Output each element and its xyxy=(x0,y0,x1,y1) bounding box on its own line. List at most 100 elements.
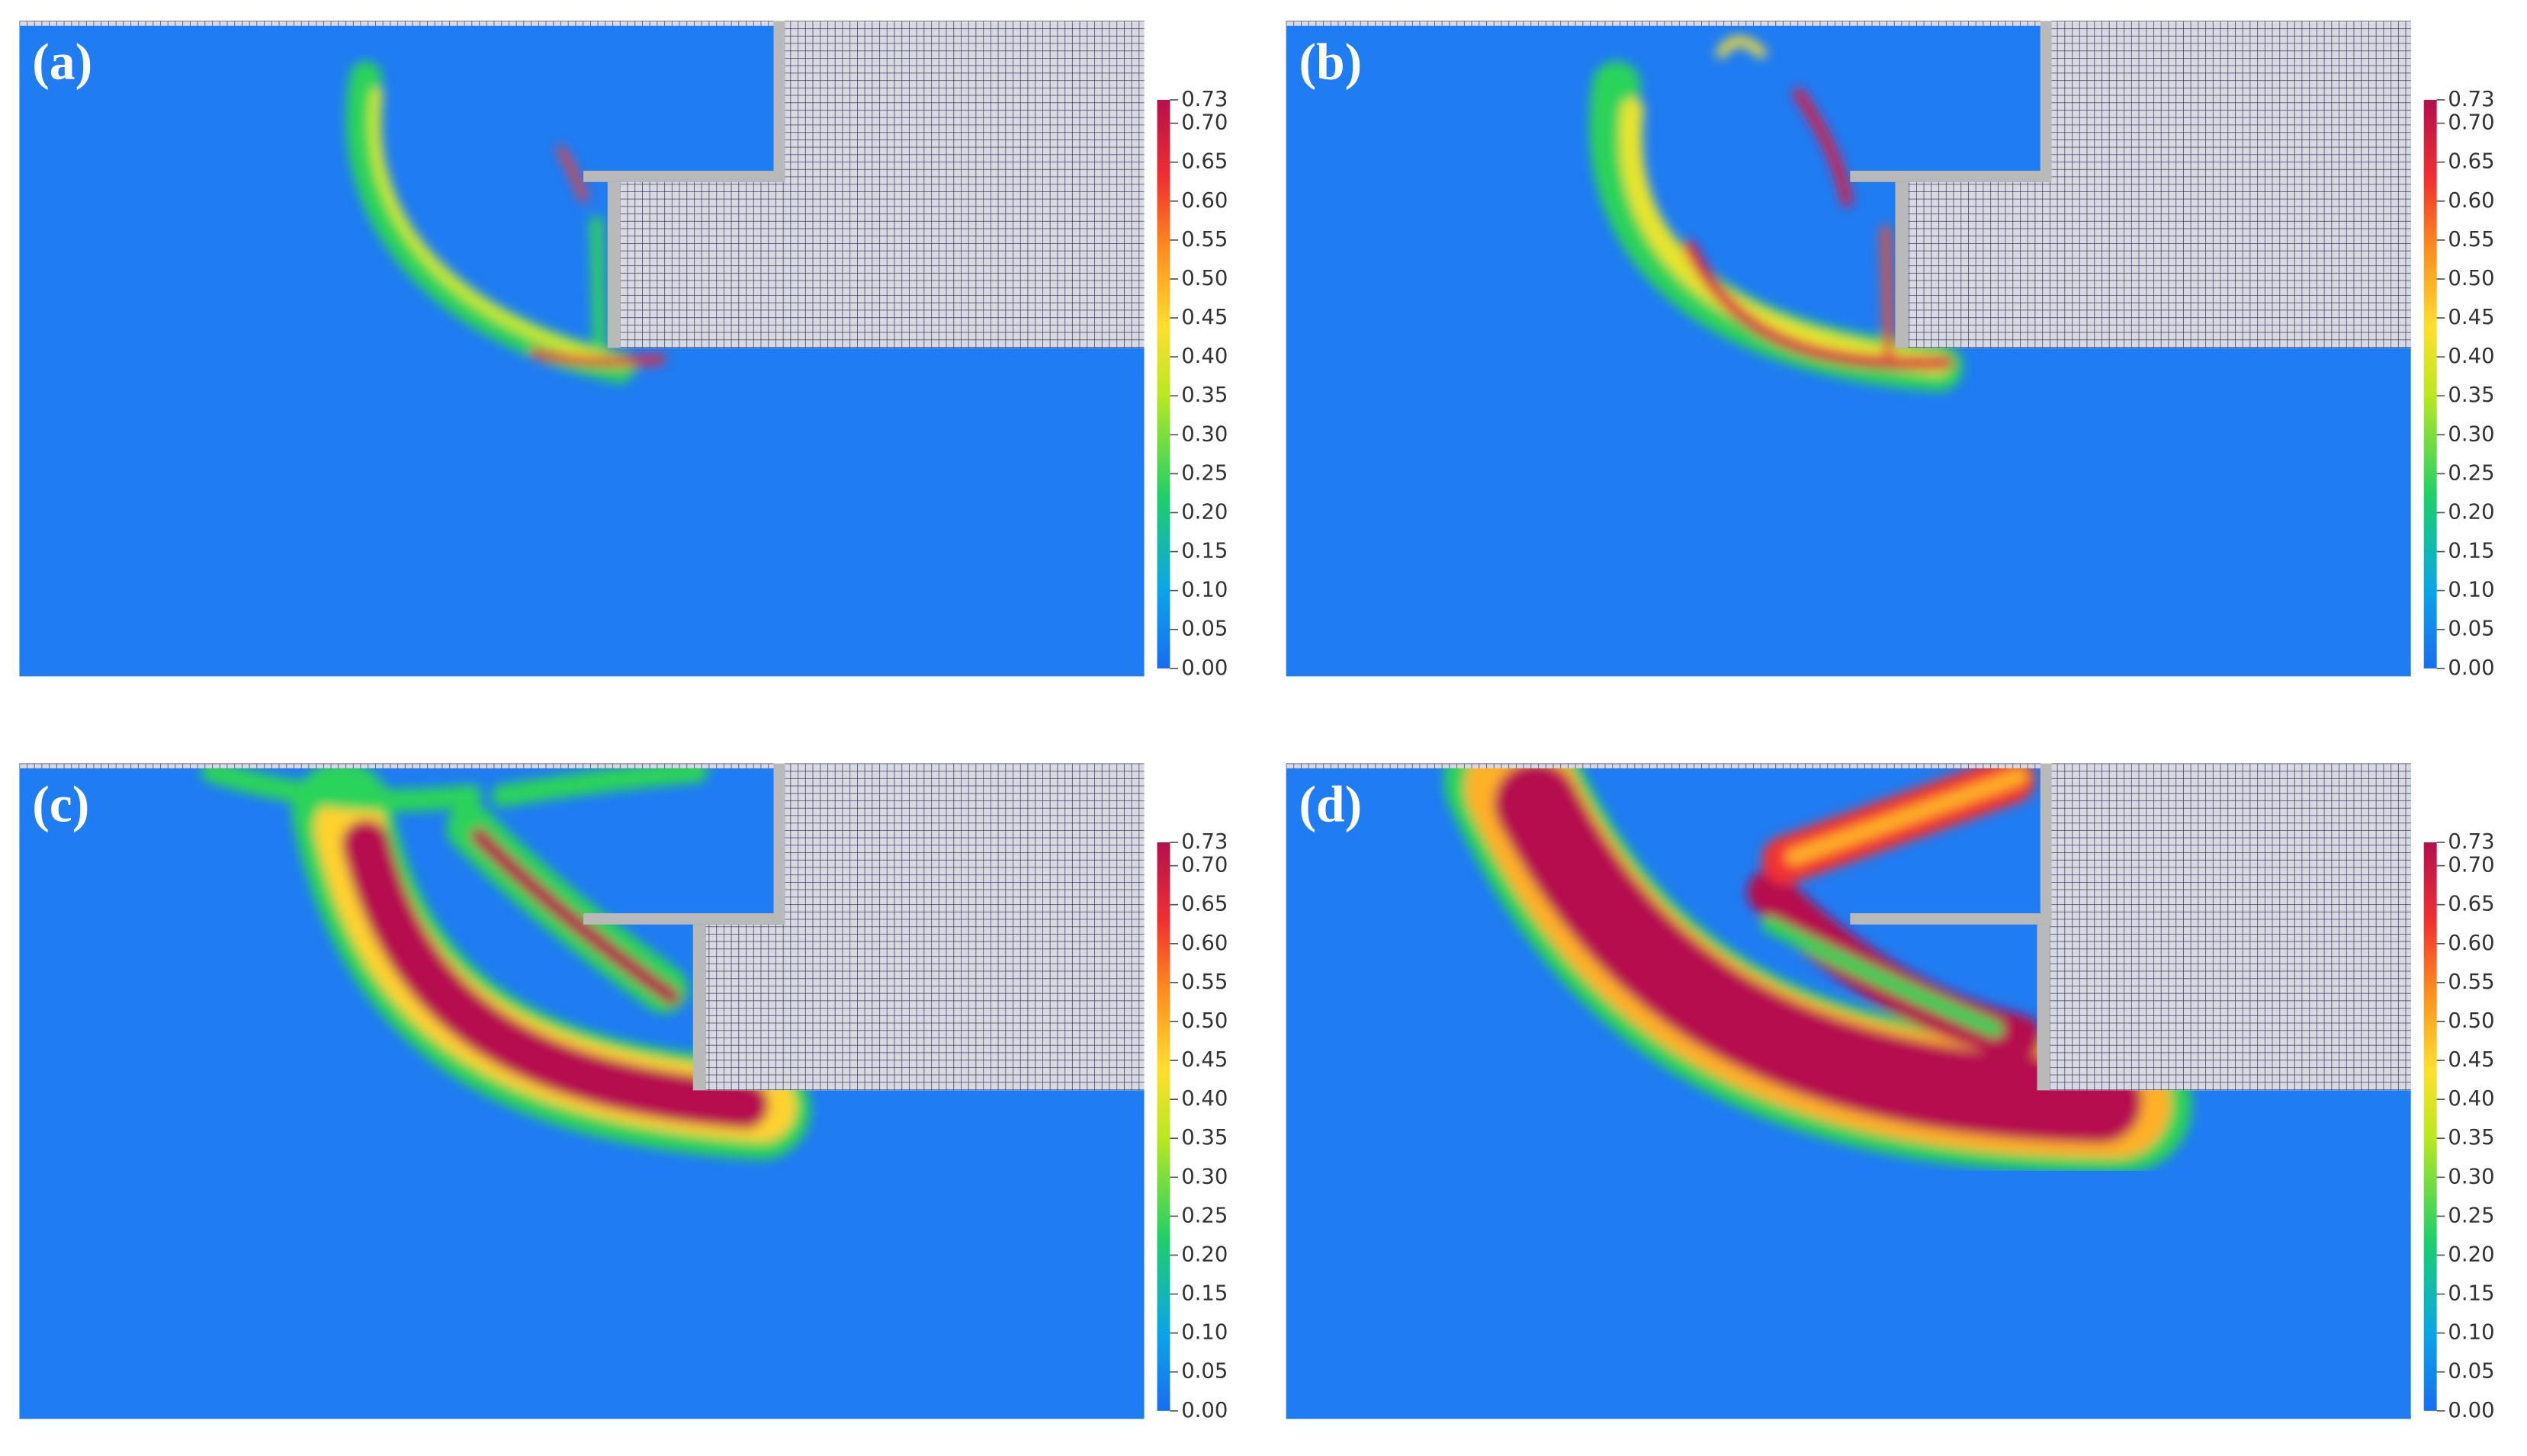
colorbar-tick-label: 0.20 xyxy=(1181,500,1228,524)
panel: (a) 0.00 0.05 0.10 0.15 0.20 0.25 0.30 0.35 0.40 0… xyxy=(19,21,1228,680)
colorbar-tick-label: 0.40 xyxy=(2448,345,2494,368)
colorbar-tick-label: 0.00 xyxy=(1181,1399,1228,1422)
colorbar-tick-label: 0.05 xyxy=(1181,617,1228,641)
colorbar-tick-label: 0.30 xyxy=(1181,422,1228,446)
field-plot xyxy=(1286,763,2411,1419)
field-band xyxy=(369,88,625,368)
field-band xyxy=(589,216,606,350)
panel: (c) 0.00 0.05 0.10 0.15 0.20 0.25 0.30 0.35 0.40 0… xyxy=(19,763,1228,1422)
wall xyxy=(2040,21,2052,182)
colorbar-tick-label: 0.15 xyxy=(2448,1282,2494,1306)
panel-label: (a) xyxy=(32,34,92,91)
mesh-upper xyxy=(785,21,1145,348)
mesh-strip xyxy=(1286,21,2411,26)
colorbar-tick-label: 0.05 xyxy=(1181,1360,1228,1384)
mesh-upper xyxy=(2051,21,2411,348)
colorbar-tick-label: 0.65 xyxy=(1181,150,1228,174)
colorbar-tick-label: 0.25 xyxy=(1181,461,1228,485)
wall xyxy=(1895,181,1909,348)
colorbar-tick-label: 0.70 xyxy=(2448,111,2494,135)
field-band xyxy=(1682,239,1954,370)
field-bands xyxy=(1589,36,1963,392)
colorbar-tick-label: 0.25 xyxy=(1181,1204,1228,1227)
field-band xyxy=(491,763,708,807)
field-bands xyxy=(201,763,811,1160)
colorbar-tick-label: 0.25 xyxy=(2448,1204,2494,1227)
colorbar-tick-label: 0.35 xyxy=(2448,1126,2494,1150)
field-band xyxy=(345,61,635,383)
field-band xyxy=(470,827,680,1005)
colorbar-tick-label: 0.45 xyxy=(1181,1048,1228,1072)
field-band xyxy=(1880,225,1894,356)
mesh-strip xyxy=(19,763,1145,768)
colorbar-tick-label: 0.50 xyxy=(1181,1009,1228,1033)
colorbar-tick-label: 0.15 xyxy=(2448,540,2494,563)
colorbar-tick-label: 0.73 xyxy=(2448,88,2494,111)
mesh-strip xyxy=(19,21,1145,26)
panel-label: (b) xyxy=(1299,34,1362,91)
mesh-strip xyxy=(1286,763,2411,768)
panel-label: (d) xyxy=(1299,776,1362,833)
field-band xyxy=(1494,763,2142,1144)
colorbar-tick-label: 0.55 xyxy=(2448,970,2494,994)
field-band xyxy=(1793,88,1853,207)
colorbar-tick-label: 0.50 xyxy=(2448,267,2494,290)
colorbar-tick-label: 0.55 xyxy=(1181,970,1228,994)
field-band xyxy=(201,763,482,812)
plate xyxy=(583,912,785,925)
colorbar-tick-label: 0.15 xyxy=(1181,1282,1228,1306)
colorbar-tick-label: 0.10 xyxy=(1181,579,1228,602)
colorbar-tick-label: 0.40 xyxy=(1181,345,1228,368)
colorbar-tick-label: 0.60 xyxy=(1181,932,1228,955)
mesh-upper xyxy=(2051,763,2411,1091)
field-band xyxy=(1761,916,2004,1037)
panel: (d) 0.00 0.05 0.10 0.15 0.20 0.25 0.30 0.35 0.40 0… xyxy=(1286,763,2495,1422)
colorbar-tick-label: 0.35 xyxy=(1181,383,1228,407)
colorbar-tick-label: 0.20 xyxy=(2448,1243,2494,1267)
colorbar xyxy=(2423,99,2437,669)
wall xyxy=(607,181,621,348)
colorbar-tick-label: 0.25 xyxy=(2448,461,2494,485)
colorbar-tick-label: 0.05 xyxy=(2448,617,2494,641)
colorbar-tick-label: 0.30 xyxy=(2448,422,2494,446)
colorbar-tick-label: 0.20 xyxy=(1181,1243,1228,1267)
colorbar-tick-label: 0.05 xyxy=(2448,1360,2494,1384)
colorbar-tick-label: 0.45 xyxy=(2448,306,2494,329)
colorbar-tick-label: 0.70 xyxy=(2448,854,2494,877)
wall xyxy=(2037,924,2050,1091)
colorbar-tick-label: 0.65 xyxy=(2448,893,2494,916)
colorbar-tick-label: 0.45 xyxy=(1181,306,1228,329)
colorbar-tick-label: 0.65 xyxy=(1181,893,1228,916)
plate xyxy=(1850,170,2052,182)
colorbar-tick-label: 0.00 xyxy=(1181,656,1228,680)
wall xyxy=(773,763,785,925)
field-band xyxy=(1620,98,1951,376)
mesh-lower xyxy=(705,924,785,1091)
colorbar-tick-label: 0.65 xyxy=(2448,150,2494,174)
field-plot xyxy=(1286,21,2411,677)
colorbar-tick-label: 0.55 xyxy=(2448,228,2494,252)
colorbar-tick-label: 0.60 xyxy=(2448,189,2494,213)
mesh-lower xyxy=(1908,181,2052,348)
plate xyxy=(1850,912,2052,925)
field-plot xyxy=(19,763,1145,1419)
colorbar-tick-label: 0.35 xyxy=(1181,1126,1228,1150)
colorbar xyxy=(1157,99,1170,669)
wall xyxy=(2040,763,2052,925)
colorbar-tick-label: 0.50 xyxy=(2448,1009,2494,1033)
colorbar-tick-label: 0.20 xyxy=(2448,500,2494,524)
field-plot xyxy=(19,21,1145,677)
colorbar xyxy=(2423,842,2437,1411)
wall xyxy=(692,924,706,1091)
colorbar-tick-label: 0.15 xyxy=(1181,540,1228,563)
colorbar-tick-label: 0.70 xyxy=(1181,111,1228,135)
field-band xyxy=(530,348,666,367)
colorbar-tick-label: 0.45 xyxy=(2448,1048,2494,1072)
colorbar-tick-label: 0.60 xyxy=(1181,189,1228,213)
plate xyxy=(583,170,785,182)
mesh-lower xyxy=(620,181,785,348)
mesh-upper xyxy=(785,763,1145,1091)
colorbar-tick-label: 0.10 xyxy=(2448,1321,2494,1345)
field-bands xyxy=(1443,763,2192,1173)
